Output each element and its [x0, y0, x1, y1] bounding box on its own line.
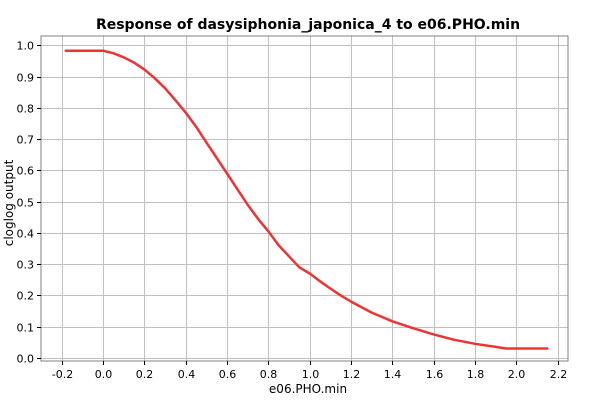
- response-curve-line: [64, 49, 549, 350]
- chart-title: Response of dasysiphonia_japonica_4 to e…: [96, 17, 520, 33]
- x-tick-label: 1.6: [426, 368, 444, 381]
- y-axis-label: cloglog output: [2, 159, 16, 246]
- y-tick-label: 0.7: [17, 134, 35, 147]
- y-tick-label: 0.4: [17, 228, 35, 241]
- y-tick-label: 0.9: [17, 72, 35, 85]
- grid: [41, 36, 568, 361]
- x-tick-label: 2.0: [508, 368, 526, 381]
- plot-area: [40, 35, 569, 362]
- x-tick-label: 0.2: [136, 368, 154, 381]
- x-tick-label: 0.6: [219, 368, 237, 381]
- y-axis: 0.0 0.1 0.2 0.3 0.4 0.5 0.6 0.7 0.8 0.9 1.0: [17, 40, 41, 366]
- y-tick-label: 0.1: [17, 322, 35, 335]
- series-layer: [64, 49, 549, 350]
- y-tick-label: 0.0: [17, 353, 35, 366]
- y-tick-label: 0.2: [17, 290, 35, 303]
- x-tick-label: -0.2: [52, 368, 73, 381]
- x-tick-label: 0.4: [178, 368, 196, 381]
- y-tick-label: 0.3: [17, 259, 35, 272]
- x-tick-label: 2.2: [550, 368, 568, 381]
- x-tick-label: 1.0: [302, 368, 320, 381]
- x-tick-label: 1.8: [467, 368, 485, 381]
- x-axis: -0.2 0.0 0.2 0.4 0.6 0.8 1.0 1.2 1.4 1.6 1.8 2.0 2.2: [52, 361, 567, 381]
- x-tick-label: 1.2: [343, 368, 361, 381]
- y-tick-label: 0.8: [17, 103, 35, 116]
- x-axis-label: e06.PHO.min: [269, 382, 347, 396]
- y-tick-label: 1.0: [17, 40, 35, 53]
- x-tick-label: 1.4: [384, 368, 402, 381]
- y-tick-label: 0.6: [17, 165, 35, 178]
- x-tick-label: 0.8: [260, 368, 278, 381]
- y-tick-label: 0.5: [17, 197, 35, 210]
- x-tick-label: 0.0: [95, 368, 113, 381]
